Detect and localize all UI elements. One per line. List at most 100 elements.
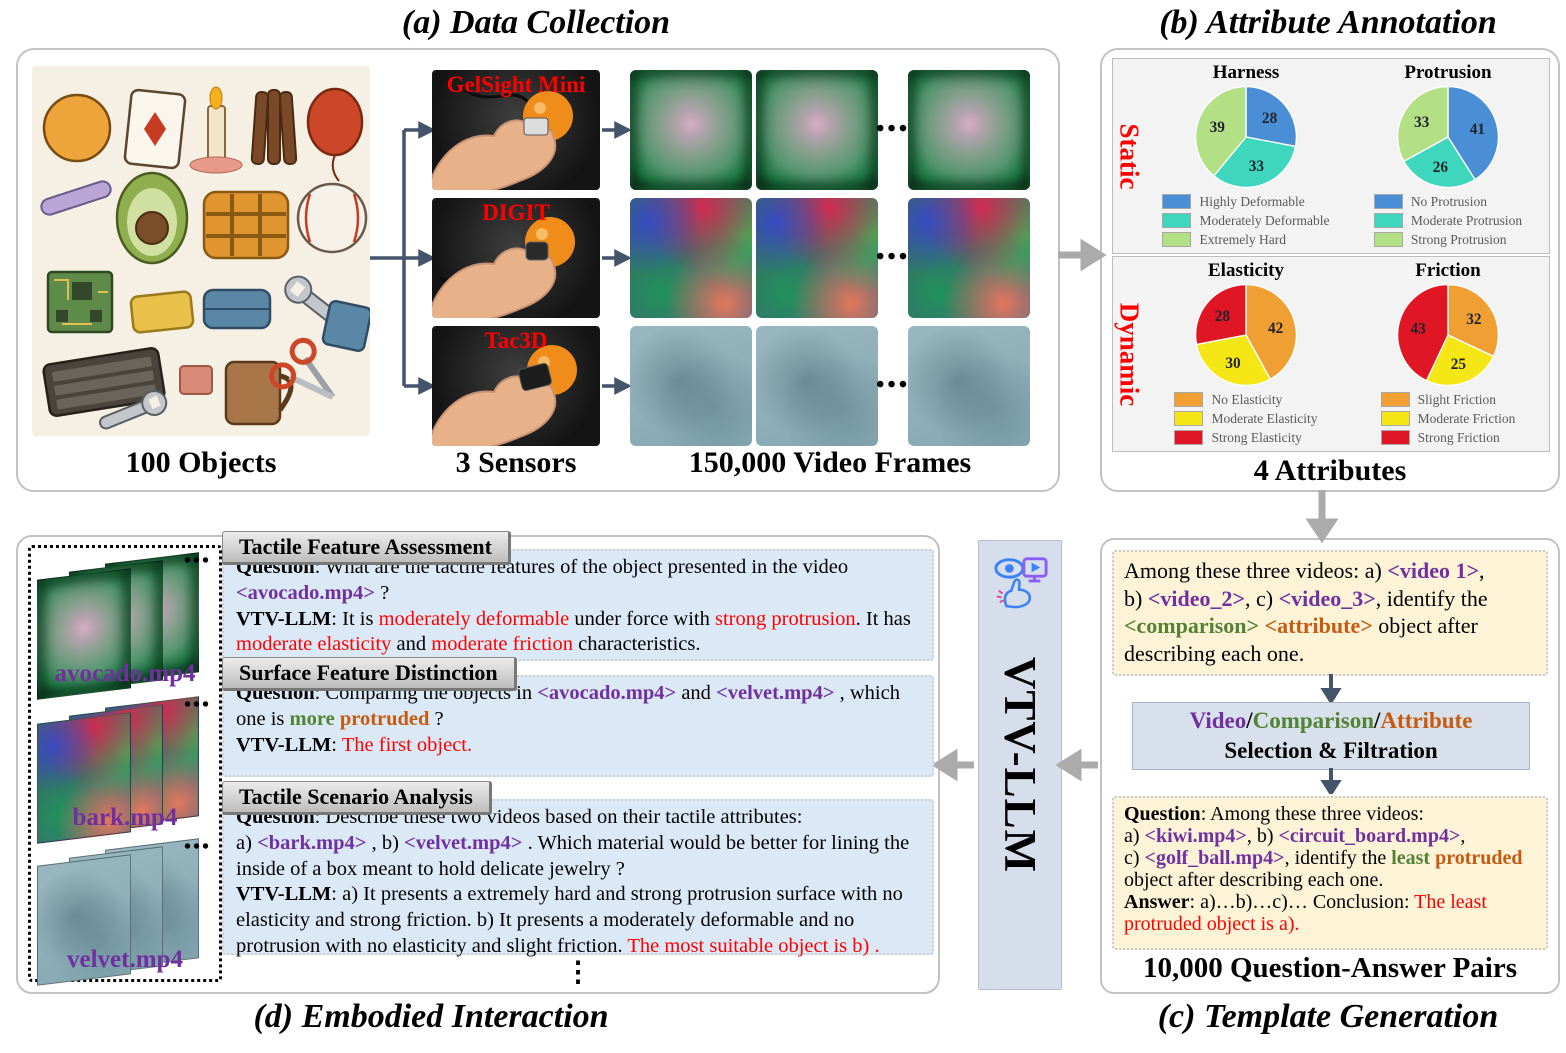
title-data-collection: (a) Data Collection [401,4,671,41]
title-template-generation: (c) Template Generation [1157,998,1499,1035]
text-segment: The most suitable object is b) . [627,935,880,958]
down-arrow [1320,768,1342,794]
static-attributes-panel: Static Harness 28 33 39 Highly Deformable M… [1112,58,1550,254]
text-segment: ? [374,581,390,604]
text-segment: <golf_ball.mp4> [1144,847,1285,869]
hand-sensor-art [432,345,577,446]
pie-slice [1447,283,1500,358]
text-segment: : a) It presents a extremely hard and st… [236,883,903,958]
pie-value-label: 28 [1262,110,1278,127]
pie-slice [1396,283,1449,382]
pie-slice [1195,334,1272,387]
text-segment: : [331,733,342,756]
pie-value-label: 28 [1215,308,1231,325]
text-segment: Video [1189,708,1247,733]
video-stack-bark: ••• bark.mp4 [31,694,219,844]
pie-slice [1245,283,1298,381]
video-name: avocado.mp4 [54,660,196,687]
caption-100-objects: 100 Objects [125,446,277,479]
legend-swatch [1162,213,1192,228]
text-segment: a) [1124,825,1145,847]
text-segment: The first object. [341,733,473,756]
pie-slice [1245,85,1298,148]
sensor-photo-tac3d: Tac3D [432,326,600,446]
text-segment: VTV-LLM [236,607,332,630]
video-frame [908,198,1030,318]
legend-row: Extremely Hard [1162,230,1329,249]
video-stack-velvet: ••• velvet.mp4 [31,836,219,986]
pie-value-label: 33 [1414,114,1430,131]
selection-line2: Selection & Filtration [1133,736,1529,766]
text-segment: c) [1124,847,1145,869]
text-segment: one is [236,707,290,730]
vtv-llm-bar: VTV-LLM [978,540,1062,990]
text-segment: under force with [569,607,715,630]
caption-qa-pairs: 10,000 Question-Answer Pairs [1142,952,1518,984]
legend-swatch [1380,411,1410,426]
pie-slice [1425,334,1495,387]
legend-row: Strong Protrusion [1373,230,1522,249]
video-frame [756,198,878,318]
video-name: velvet.mp4 [67,946,183,973]
text-segment: , identify the [1284,847,1392,869]
dialog-header-tactile-scenario: Tactile Scenario Analysis [222,781,492,815]
pie-slice [1402,136,1476,189]
dynamic-attributes-panel: Dynamic Elasticity 42 30 28 No Elasticity M… [1112,256,1550,452]
text-segment: . It has [855,607,911,630]
text-segment: The least protruded object is a). [1124,891,1487,935]
dialog-header-surface-feature: Surface Feature Distinction [222,657,517,691]
legend-row: No Protrusion [1373,192,1522,211]
panel-data-collection: GelSight Mini DIGIT Tac3D [16,48,1060,492]
chart-title: Elasticity [1208,260,1284,281]
pie-value-label: 33 [1249,158,1265,175]
pie-value-label: 39 [1210,119,1226,136]
qa-example-box: Question: Among these three videos: a) <k… [1112,796,1548,950]
video-frame [630,198,752,318]
text-segment: VTV-LLM [236,733,332,756]
text-segment: <avocado.mp4> [236,581,375,604]
pie-value-label: 42 [1268,320,1283,337]
pie-value-label: 26 [1433,159,1449,176]
ellipsis: ••• [876,372,911,398]
video-frame [630,70,752,190]
vertical-ellipsis: ⋮ [564,957,592,988]
dialog-header-tactile-feature: Tactile Feature Assessment [222,531,511,565]
legend-swatch [1380,430,1410,445]
legend-label: Strong Friction [1417,429,1500,445]
legend-row: Strong Elasticity [1174,428,1317,447]
text-segment: <bark.mp4> [257,831,367,854]
text-segment: a) [236,831,258,854]
chart-title: Harness [1212,62,1280,83]
panel-attribute-annotation: Static Harness 28 33 39 Highly Deformable M… [1100,48,1560,492]
text-segment: strong protrusion [715,607,856,630]
text-segment: protruded [339,707,430,730]
text-segment: Selection & Filtration [1224,737,1438,763]
legend-row: Moderate Protrusion [1373,211,1522,230]
sensor-label: DIGIT [482,200,550,225]
text-segment: : It is [331,607,379,630]
protrusion-legend: No Protrusion Moderate Protrusion Strong P… [1373,192,1522,249]
selection-line1: Video/Comparison/Attribute [1133,706,1529,736]
text-segment: Attribute [1380,708,1473,733]
text-segment: moderate friction [431,633,573,656]
dynamic-label-wrap: Dynamic [1113,257,1145,451]
caption-4-attributes: 4 Attributes [1253,454,1407,487]
ellipsis: ••• [183,550,211,572]
sensor-photo-gelsight: GelSight Mini [432,70,600,190]
text-segment: <video_2> [1147,585,1246,611]
pie-slice [1194,85,1247,177]
legend-row: Moderately Deformable [1162,211,1330,230]
text-segment: <comparison> [1124,613,1260,638]
objects-illustration-art [40,86,373,430]
text-segment: object after describing each one. [1124,869,1384,891]
text-segment: <avocado.mp4> [537,682,677,704]
text-segment: , [1479,558,1485,583]
text-segment: , b) [366,831,405,854]
text-segment: moderately deformable [378,607,570,630]
legend-swatch [1380,392,1410,407]
chart-title: Protrusion [1404,62,1492,83]
legend-row: Moderate Elasticity [1174,409,1318,428]
chart-title: Friction [1415,260,1481,281]
title-embodied-interaction: (d) Embodied Interaction [253,998,609,1035]
text-segment: / [1246,708,1253,733]
